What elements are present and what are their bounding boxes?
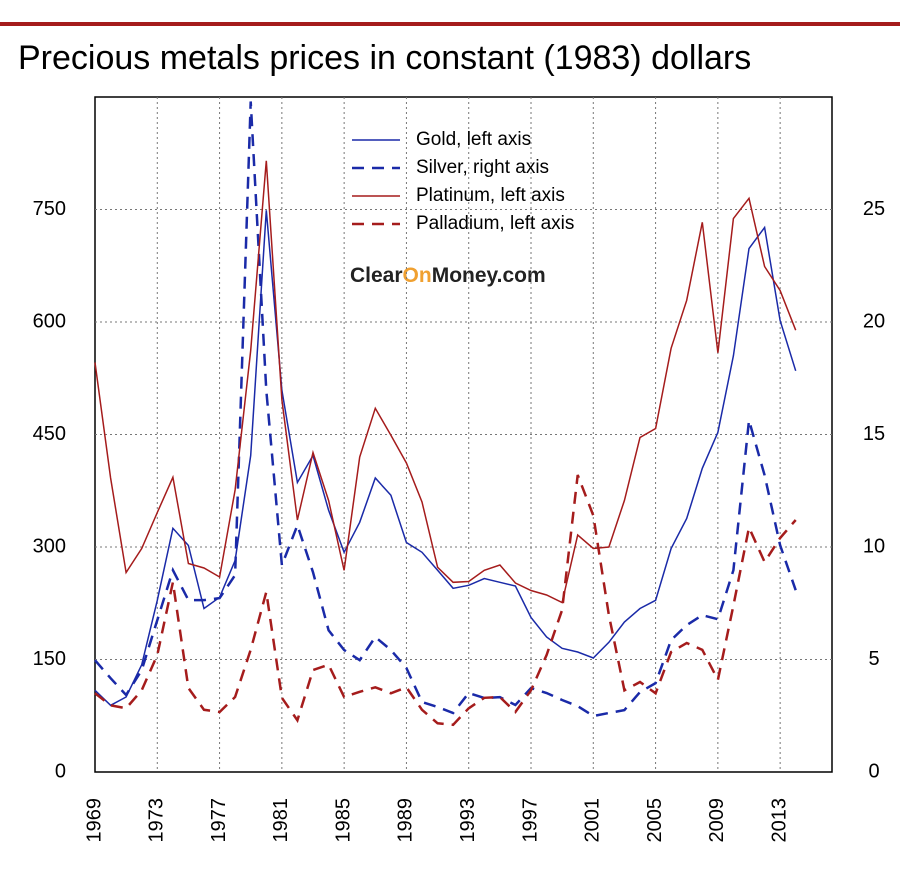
watermark-part: Clear xyxy=(350,264,403,287)
x-tick-label: 1993 xyxy=(457,798,479,843)
series-line xyxy=(94,160,797,604)
series-line xyxy=(94,101,797,718)
legend-label: Platinum, left axis xyxy=(416,185,565,206)
x-tick-label: 1989 xyxy=(395,798,417,843)
x-tick-label: 1969 xyxy=(83,798,105,843)
y-tick-label: 750 xyxy=(33,198,66,220)
x-tick-label: 2009 xyxy=(706,798,728,843)
x-tick-label: 1981 xyxy=(270,798,292,843)
x-tick-label: 1973 xyxy=(146,798,168,843)
x-tick-label: 2001 xyxy=(582,798,604,843)
y2-tick-label: 15 xyxy=(863,423,885,445)
y2-tick-label: 25 xyxy=(863,198,885,220)
y-tick-label: 150 xyxy=(33,648,66,670)
y-tick-label: 450 xyxy=(33,423,66,445)
y-tick-label: 0 xyxy=(55,760,66,782)
legend-label: Gold, left axis xyxy=(416,129,531,150)
y-tick-label: 600 xyxy=(33,310,66,332)
top-bar xyxy=(0,22,900,26)
x-tick-label: 1977 xyxy=(208,798,230,843)
x-tick-label: 2013 xyxy=(768,798,790,843)
legend-label: Silver, right axis xyxy=(416,157,549,178)
legend-label: Palladium, left axis xyxy=(416,213,574,234)
y2-tick-label: 5 xyxy=(868,648,879,670)
y-tick-label: 300 xyxy=(33,535,66,557)
x-tick-label: 1997 xyxy=(519,798,541,843)
y2-tick-label: 20 xyxy=(863,310,885,332)
watermark: ClearOnMoney.com xyxy=(350,264,546,287)
chart-title: Precious metals prices in constant (1983… xyxy=(18,39,751,77)
series-line xyxy=(94,210,797,707)
watermark-part: On xyxy=(403,264,432,287)
series-line xyxy=(94,474,797,727)
x-tick-label: 1985 xyxy=(332,798,354,843)
watermark-part: Money.com xyxy=(432,264,546,287)
y2-tick-label: 0 xyxy=(868,760,879,782)
y2-tick-label: 10 xyxy=(863,535,885,557)
x-tick-label: 2005 xyxy=(644,798,666,843)
